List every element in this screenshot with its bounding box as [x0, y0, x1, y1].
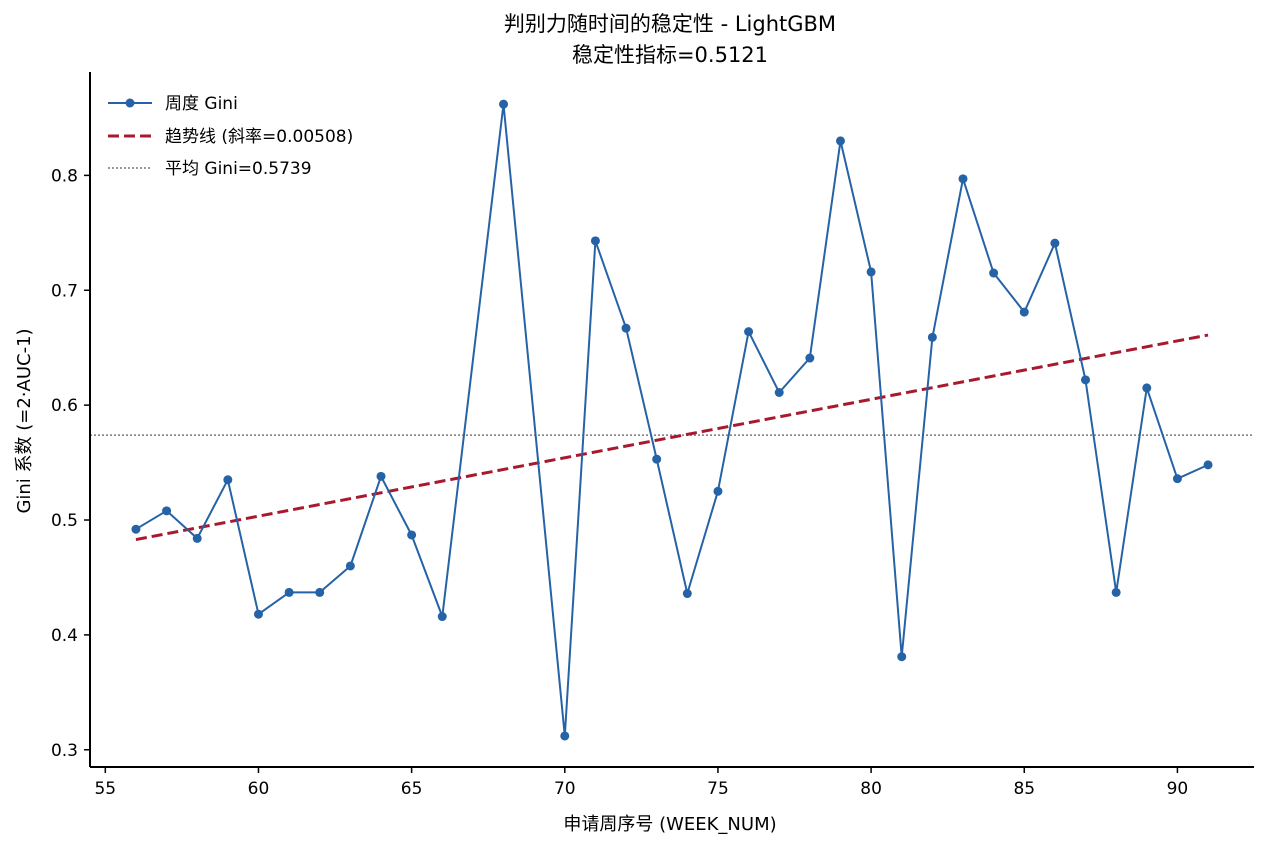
data-point-week-63 — [345, 561, 355, 571]
data-point-week-57 — [162, 506, 172, 516]
y-tick-label-0.6: 0.6 — [51, 396, 78, 416]
plot-area — [90, 99, 1254, 741]
data-point-week-61 — [284, 587, 294, 597]
data-point-week-77 — [774, 388, 784, 398]
data-point-week-68 — [499, 99, 509, 109]
tick-labels: 55 60 65 70 75 80 85 90 0.3 0.4 0.5 0.6 0.7 0.8 — [51, 166, 1188, 799]
data-point-week-72 — [621, 323, 631, 333]
x-tick-label-60: 60 — [248, 779, 270, 799]
data-point-week-75 — [713, 486, 723, 496]
y-tick-label-0.7: 0.7 — [51, 281, 78, 301]
x-tick-label-70: 70 — [554, 779, 576, 799]
axes — [84, 72, 1254, 773]
trend-line — [135, 333, 1209, 542]
y-tick-label-0.3: 0.3 — [51, 741, 78, 761]
data-point-week-88 — [1111, 587, 1121, 597]
y-tick-label-0.5: 0.5 — [51, 511, 78, 531]
data-point-week-71 — [590, 236, 600, 246]
legend: 周度 Gini 趋势线 (斜率=0.00508) 平均 Gini=0.5739 — [108, 94, 353, 179]
y-tick-label-0.4: 0.4 — [51, 626, 78, 646]
data-point-week-87 — [1081, 375, 1091, 385]
data-point-week-74 — [682, 589, 692, 599]
x-tick-label-85: 85 — [1013, 779, 1035, 799]
y-tick-label-0.8: 0.8 — [51, 166, 78, 186]
legend-label-trend: 趋势线 (斜率=0.00508) — [165, 127, 353, 147]
data-point-week-90 — [1172, 474, 1182, 484]
data-point-week-82 — [927, 332, 937, 342]
chart-title: 判别力随时间的稳定性 - LightGBM — [504, 12, 836, 36]
data-point-week-64 — [376, 471, 386, 481]
data-point-week-89 — [1142, 383, 1152, 393]
x-tick-label-65: 65 — [401, 779, 423, 799]
x-tick-label-90: 90 — [1167, 779, 1189, 799]
x-tick-label-80: 80 — [860, 779, 882, 799]
data-point-week-91 — [1203, 460, 1213, 470]
data-point-week-59 — [223, 475, 233, 485]
data-point-week-81 — [897, 652, 907, 662]
legend-marker-weekly-gini — [125, 98, 135, 108]
x-tick-label-75: 75 — [707, 779, 729, 799]
data-point-week-86 — [1050, 238, 1060, 248]
data-point-week-66 — [437, 612, 447, 622]
legend-label-mean: 平均 Gini=0.5739 — [165, 159, 312, 179]
x-axis-label: 申请周序号 (WEEK_NUM) — [563, 814, 776, 835]
data-point-week-56 — [131, 524, 141, 534]
data-point-week-78 — [805, 353, 815, 363]
data-point-week-58 — [192, 533, 202, 543]
data-point-week-73 — [652, 454, 662, 464]
data-point-week-65 — [407, 530, 417, 540]
weekly-gini-line — [135, 103, 1209, 737]
data-point-week-84 — [989, 268, 999, 278]
data-point-week-80 — [866, 267, 876, 277]
data-point-week-70 — [560, 731, 570, 741]
data-point-week-83 — [958, 174, 968, 184]
data-point-week-62 — [315, 587, 325, 597]
data-point-week-60 — [253, 609, 263, 619]
legend-label-weekly-gini: 周度 Gini — [165, 94, 238, 114]
x-tick-label-55: 55 — [94, 779, 116, 799]
data-point-week-76 — [744, 327, 754, 337]
chart-subtitle: 稳定性指标=0.5121 — [572, 43, 768, 67]
data-point-week-85 — [1019, 307, 1029, 317]
data-point-week-79 — [835, 136, 845, 146]
y-axis-label: Gini 系数 (=2·AUC-1) — [14, 328, 35, 513]
